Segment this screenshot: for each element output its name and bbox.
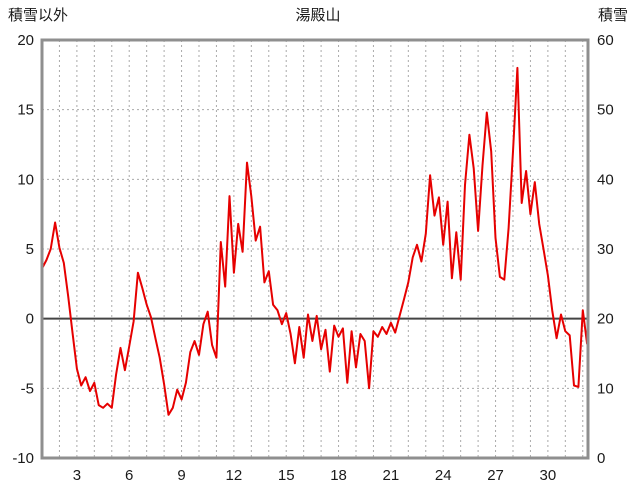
y-right-tick-label: 60 bbox=[597, 32, 614, 49]
x-tick-label: 18 bbox=[330, 467, 347, 484]
x-tick-label: 24 bbox=[435, 467, 452, 484]
y-right-tick-label: 20 bbox=[597, 311, 614, 328]
y-right-tick-label: 30 bbox=[597, 241, 614, 258]
plot-frame bbox=[40, 38, 590, 460]
y-left-tick-label: 20 bbox=[17, 32, 34, 49]
y-right-tick-label: 0 bbox=[597, 450, 605, 467]
x-tick-label: 9 bbox=[177, 467, 185, 484]
y-right-tick-label: 10 bbox=[597, 380, 614, 397]
x-tick-label: 3 bbox=[73, 467, 81, 484]
temperature-line bbox=[41, 66, 589, 416]
x-tick-label: 6 bbox=[125, 467, 133, 484]
right-axis-title: 積雪 bbox=[597, 7, 628, 24]
x-tick-label: 21 bbox=[383, 467, 400, 484]
left-axis-title: 積雪以外 bbox=[8, 7, 69, 24]
y-left-tick-label: 0 bbox=[26, 311, 34, 328]
y-left-tick-label: 15 bbox=[17, 102, 34, 119]
x-tick-label: 15 bbox=[278, 467, 295, 484]
y-left-tick-label: 5 bbox=[26, 241, 34, 258]
y-left-tick-label: -5 bbox=[21, 380, 34, 397]
x-tick-label: 30 bbox=[540, 467, 557, 484]
y-right-tick-label: 40 bbox=[597, 171, 614, 188]
chart-title: 湯殿山 bbox=[295, 7, 341, 24]
y-left-tick-label: 10 bbox=[17, 171, 34, 188]
y-right-tick-label: 50 bbox=[597, 102, 614, 119]
x-tick-label: 27 bbox=[487, 467, 504, 484]
y-left-tick-label: -10 bbox=[12, 450, 34, 467]
x-tick-label: 12 bbox=[226, 467, 243, 484]
